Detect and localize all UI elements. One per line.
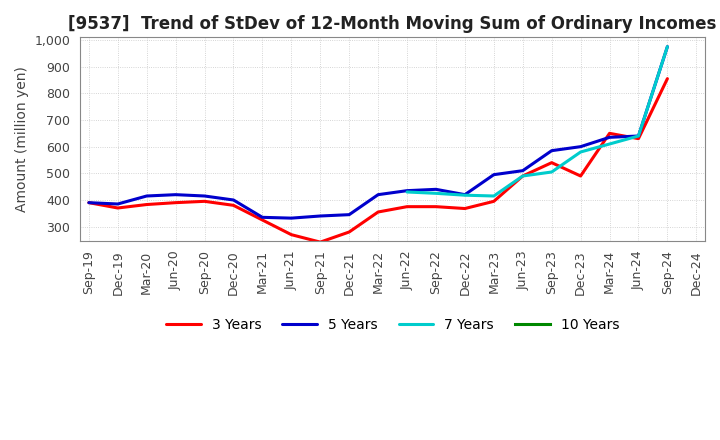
Legend: 3 Years, 5 Years, 7 Years, 10 Years: 3 Years, 5 Years, 7 Years, 10 Years [161, 312, 625, 337]
5 Years [490, 172, 498, 177]
5 Years [258, 215, 266, 220]
3 Years [606, 131, 614, 136]
5 Years [374, 192, 382, 197]
3 Years [432, 204, 441, 209]
3 Years [547, 160, 556, 165]
3 Years [490, 199, 498, 204]
7 Years [663, 44, 672, 49]
3 Years [461, 206, 469, 211]
7 Years [518, 173, 527, 179]
7 Years [490, 193, 498, 198]
3 Years [663, 76, 672, 81]
Line: 5 Years: 5 Years [89, 47, 667, 218]
7 Years [547, 169, 556, 175]
5 Years [287, 216, 296, 221]
3 Years [576, 173, 585, 179]
5 Years [114, 202, 122, 207]
Line: 3 Years: 3 Years [89, 79, 667, 242]
5 Years [663, 44, 672, 49]
3 Years [518, 173, 527, 179]
Title: [9537]  Trend of StDev of 12-Month Moving Sum of Ordinary Incomes: [9537] Trend of StDev of 12-Month Moving… [68, 15, 717, 33]
5 Years [229, 198, 238, 203]
7 Years [432, 191, 441, 196]
3 Years [200, 199, 209, 204]
5 Years [143, 193, 151, 198]
3 Years [114, 205, 122, 211]
5 Years [576, 144, 585, 149]
7 Years [461, 193, 469, 198]
7 Years [634, 133, 643, 139]
3 Years [402, 204, 411, 209]
3 Years [287, 232, 296, 237]
3 Years [84, 200, 93, 205]
Y-axis label: Amount (million yen): Amount (million yen) [15, 66, 29, 212]
5 Years [402, 188, 411, 193]
5 Years [200, 193, 209, 198]
3 Years [316, 239, 325, 245]
7 Years [576, 149, 585, 154]
5 Years [634, 133, 643, 139]
3 Years [634, 136, 643, 141]
7 Years [606, 141, 614, 147]
5 Years [171, 192, 180, 197]
3 Years [229, 203, 238, 208]
3 Years [143, 202, 151, 207]
5 Years [316, 213, 325, 219]
5 Years [461, 192, 469, 197]
5 Years [84, 200, 93, 205]
5 Years [606, 135, 614, 140]
3 Years [258, 217, 266, 223]
3 Years [171, 200, 180, 205]
Line: 7 Years: 7 Years [407, 47, 667, 196]
5 Years [345, 212, 354, 217]
3 Years [374, 209, 382, 215]
5 Years [432, 187, 441, 192]
5 Years [547, 148, 556, 153]
5 Years [518, 168, 527, 173]
3 Years [345, 229, 354, 235]
7 Years [402, 189, 411, 194]
